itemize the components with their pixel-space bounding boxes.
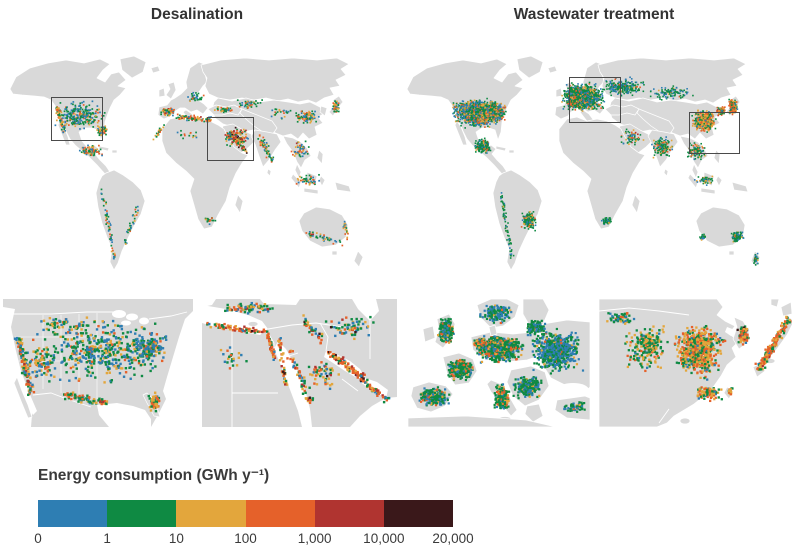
inset-map-middle-east xyxy=(202,299,397,427)
legend: Energy consumption (GWh y⁻¹) 0 1 10 100 … xyxy=(0,462,794,553)
map-wastewater-world xyxy=(399,55,791,290)
legend-swatch xyxy=(107,500,177,527)
zoom-box-europe xyxy=(569,77,621,123)
zoom-box-middle-east xyxy=(207,117,254,161)
panel-title-desalination: Desalination xyxy=(150,6,244,23)
inset-map-east-asia xyxy=(599,299,792,427)
zoom-box-east-asia xyxy=(689,112,740,154)
inset-eu-dots-layer xyxy=(408,299,590,427)
inset-me-dots-layer xyxy=(202,299,397,427)
wastewater-dots-layer xyxy=(399,55,791,290)
legend-tick: 0 xyxy=(34,531,42,546)
legend-title: Energy consumption (GWh y⁻¹) xyxy=(38,467,270,484)
inset-us-dots-layer xyxy=(3,299,193,427)
map-desalination-world xyxy=(2,55,394,290)
legend-tick: 1,000 xyxy=(297,531,332,546)
inset-map-europe xyxy=(408,299,590,427)
legend-tick: 10,000 xyxy=(363,531,405,546)
legend-swatch xyxy=(38,500,108,527)
legend-swatch xyxy=(176,500,246,527)
legend-tick: 10 xyxy=(168,531,184,546)
legend-swatch xyxy=(314,500,384,527)
inset-map-us xyxy=(3,299,193,427)
legend-ticks: 0 1 10 100 1,000 10,000 20,000 xyxy=(34,531,473,549)
legend-tick: 1 xyxy=(103,531,111,546)
legend-swatch xyxy=(245,500,315,527)
legend-color-bar xyxy=(38,500,454,527)
legend-tick: 20,000 xyxy=(432,531,474,546)
desalination-dots-layer xyxy=(2,55,394,290)
inset-ea-dots-layer xyxy=(599,299,792,427)
legend-tick: 100 xyxy=(234,531,257,546)
zoom-box-us xyxy=(51,97,103,141)
panel-title-wastewater: Wastewater treatment xyxy=(513,6,675,23)
legend-swatch xyxy=(383,500,454,527)
